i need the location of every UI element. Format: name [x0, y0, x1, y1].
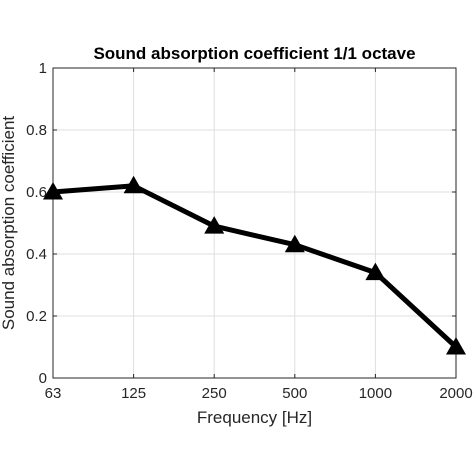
y-tick-label: 1 [39, 60, 47, 77]
y-tick-label: 0.2 [26, 308, 47, 325]
series-line [52, 183, 458, 349]
y-tick-label: 0 [39, 370, 47, 387]
x-tick-label: 500 [282, 385, 307, 402]
chart-title: Sound absorption coefficient 1/1 octave [93, 44, 415, 63]
data-point-marker [123, 175, 144, 194]
y-tick-label: 0.8 [26, 122, 47, 139]
x-tick-label: 1000 [359, 385, 392, 402]
x-tick-label: 2000 [439, 385, 472, 402]
x-axis-title: Frequency [Hz] [197, 408, 312, 427]
data-point-marker [204, 216, 225, 234]
y-tick-label: 0.4 [26, 246, 47, 263]
y-axis-title: Sound absorption coefficient [0, 116, 18, 331]
data-point-marker [365, 262, 386, 281]
x-tick-label: 125 [121, 385, 146, 402]
plot-area [53, 68, 456, 378]
series-layer [43, 175, 466, 355]
data-point-marker [284, 234, 305, 253]
ticks: 63 125 250 500 1000 2000 0 0.2 0.4 0.6 0.8 1 [26, 60, 473, 402]
x-tick-label: 250 [202, 385, 227, 402]
data-point-marker [43, 182, 63, 200]
y-tick-label: 0.6 [26, 184, 47, 201]
data-point-marker [446, 337, 466, 355]
plot-frame [52, 67, 457, 379]
x-tick-label: 63 [45, 385, 62, 402]
